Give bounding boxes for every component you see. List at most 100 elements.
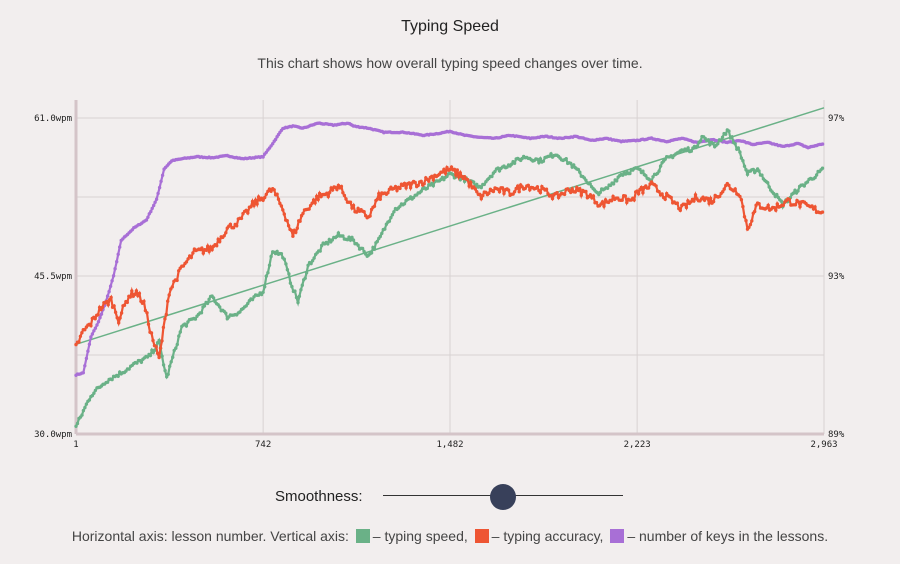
data-point — [452, 167, 457, 171]
series-typing-accuracy — [74, 164, 825, 360]
chart-title: Typing Speed — [401, 18, 499, 35]
data-point — [793, 203, 798, 207]
data-point — [683, 202, 687, 206]
data-point — [166, 372, 170, 376]
data-point — [249, 205, 253, 209]
data-point — [311, 198, 316, 202]
data-point — [820, 142, 825, 146]
data-point — [335, 187, 339, 192]
data-point — [820, 166, 825, 170]
data-point — [356, 206, 360, 211]
smoothness-slider-thumb[interactable] — [490, 484, 516, 510]
data-point — [377, 191, 381, 196]
data-point — [380, 231, 384, 236]
data-point — [116, 374, 120, 378]
data-point — [186, 257, 190, 261]
data-point — [228, 222, 233, 226]
data-point — [796, 189, 800, 193]
data-point — [161, 325, 166, 330]
data-point — [692, 199, 696, 203]
data-point — [569, 190, 573, 195]
data-point — [760, 173, 764, 177]
data-point — [130, 289, 134, 293]
smoothness-slider[interactable] — [383, 484, 623, 510]
data-point — [705, 196, 710, 200]
data-point — [774, 208, 778, 212]
data-point — [151, 338, 155, 343]
data-point — [711, 141, 715, 146]
data-point — [148, 353, 153, 358]
data-point — [296, 300, 300, 305]
data-point — [218, 239, 222, 244]
x-tick-label: 1,482 — [436, 440, 463, 450]
data-point — [387, 219, 392, 223]
data-point — [299, 288, 303, 292]
data-point — [149, 331, 154, 335]
data-point — [502, 191, 506, 196]
data-point — [175, 278, 179, 283]
data-point — [537, 160, 541, 165]
data-point — [636, 192, 641, 196]
data-point — [711, 199, 716, 204]
trend-line — [75, 107, 825, 346]
legend-swatch-accuracy — [474, 529, 489, 543]
data-point — [775, 192, 779, 197]
data-point — [342, 193, 347, 198]
data-point — [372, 247, 377, 251]
data-point — [107, 289, 111, 294]
data-point — [584, 189, 588, 194]
data-point — [139, 360, 144, 364]
data-point — [479, 197, 483, 201]
data-point — [744, 218, 748, 223]
legend-swatch-speed — [355, 529, 370, 543]
data-point — [133, 292, 137, 297]
x-tick-label: 742 — [255, 440, 271, 450]
data-point — [109, 295, 113, 300]
data-point — [336, 231, 341, 235]
y-left-tick-label: 61.0wpm — [34, 114, 72, 124]
data-point — [157, 338, 161, 343]
data-point — [753, 209, 757, 214]
data-point — [330, 188, 335, 192]
data-point — [281, 208, 285, 212]
data-point — [294, 295, 299, 300]
data-point — [625, 200, 629, 205]
data-point — [312, 256, 316, 260]
data-point — [813, 175, 817, 180]
data-point — [389, 215, 393, 220]
data-point — [157, 355, 161, 360]
data-point — [301, 211, 305, 216]
data-point — [798, 205, 802, 209]
data-point — [775, 202, 779, 206]
data-point — [573, 190, 577, 194]
data-point — [550, 196, 555, 201]
data-point — [651, 175, 655, 179]
data-point — [244, 208, 248, 212]
data-point — [695, 144, 700, 148]
data-point — [146, 215, 150, 219]
data-point — [669, 195, 673, 200]
y-left-tick-label: 30.0wpm — [34, 430, 72, 440]
legend-swatch-keys — [610, 529, 625, 543]
data-point — [663, 157, 667, 161]
smoothness-label: Smoothness: — [275, 487, 363, 505]
data-point — [160, 339, 164, 343]
data-point — [238, 310, 242, 314]
data-point — [161, 363, 166, 367]
data-point — [145, 355, 150, 359]
data-point — [638, 167, 642, 172]
data-point — [273, 137, 278, 142]
data-point — [451, 172, 455, 177]
data-point — [96, 313, 100, 317]
data-point — [684, 148, 689, 153]
data-point — [316, 197, 320, 202]
data-point — [684, 205, 689, 210]
data-point — [267, 263, 272, 267]
data-point — [211, 296, 216, 300]
data-point — [135, 361, 139, 365]
data-point — [93, 317, 97, 321]
data-point — [724, 132, 728, 136]
data-point — [310, 259, 315, 263]
data-point — [718, 194, 722, 199]
data-point — [279, 252, 284, 256]
